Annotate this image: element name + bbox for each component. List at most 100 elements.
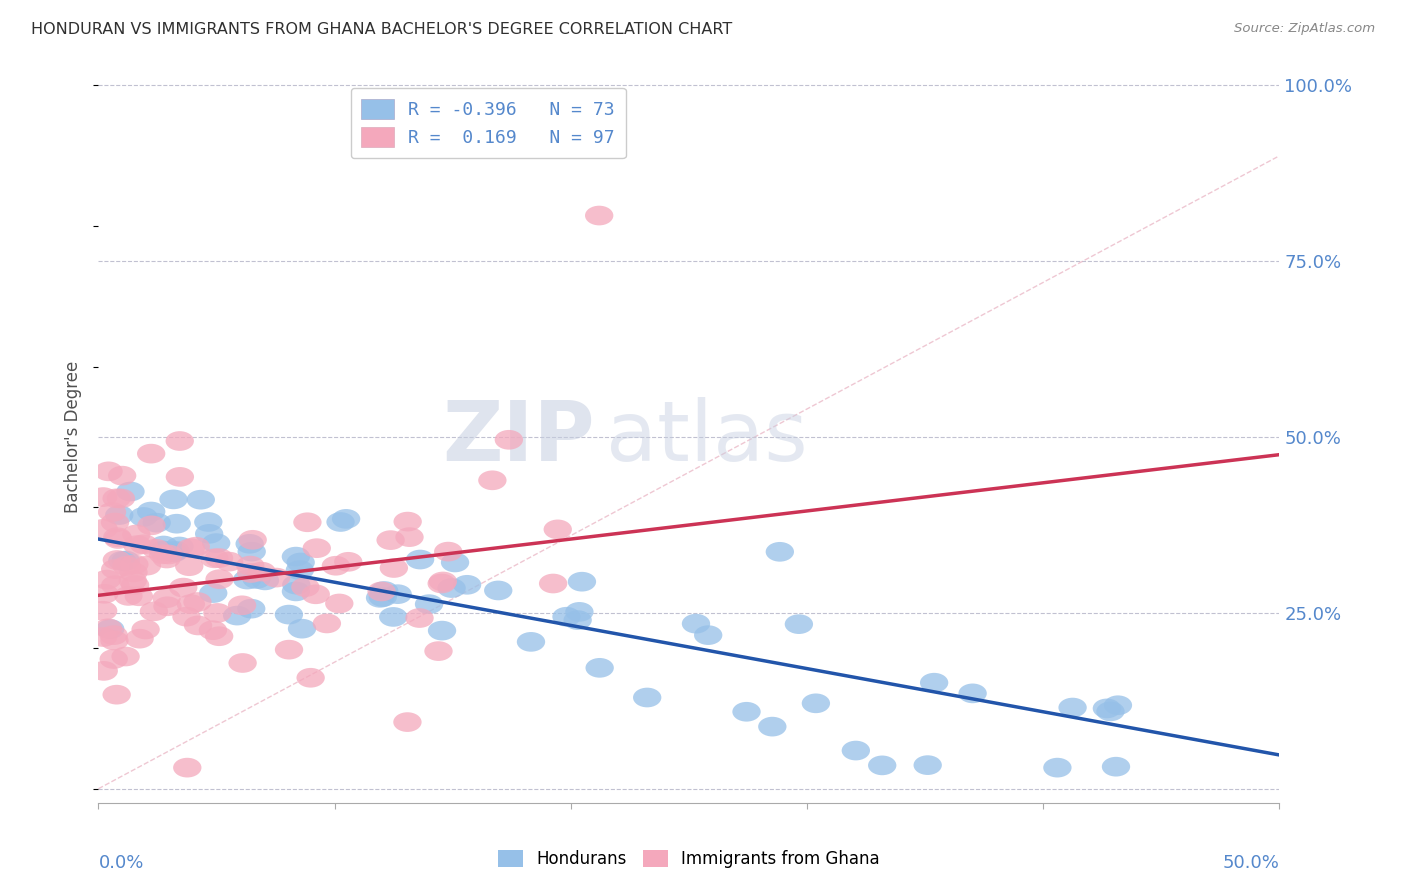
Text: 0.0%: 0.0% bbox=[98, 854, 143, 872]
Ellipse shape bbox=[112, 556, 141, 576]
Ellipse shape bbox=[239, 530, 267, 549]
Ellipse shape bbox=[89, 601, 117, 621]
Ellipse shape bbox=[100, 625, 128, 645]
Ellipse shape bbox=[281, 547, 311, 566]
Ellipse shape bbox=[920, 673, 948, 692]
Ellipse shape bbox=[287, 553, 315, 573]
Ellipse shape bbox=[842, 740, 870, 760]
Ellipse shape bbox=[166, 537, 194, 557]
Ellipse shape bbox=[377, 530, 405, 550]
Ellipse shape bbox=[105, 505, 134, 524]
Ellipse shape bbox=[125, 629, 153, 648]
Ellipse shape bbox=[633, 688, 661, 707]
Ellipse shape bbox=[149, 541, 177, 560]
Ellipse shape bbox=[568, 572, 596, 591]
Ellipse shape bbox=[367, 582, 395, 601]
Y-axis label: Bachelor's Degree: Bachelor's Degree bbox=[65, 361, 83, 513]
Ellipse shape bbox=[758, 717, 786, 737]
Ellipse shape bbox=[90, 661, 118, 681]
Ellipse shape bbox=[90, 519, 118, 539]
Ellipse shape bbox=[495, 430, 523, 450]
Ellipse shape bbox=[117, 482, 145, 501]
Ellipse shape bbox=[125, 586, 153, 607]
Ellipse shape bbox=[228, 653, 257, 673]
Text: HONDURAN VS IMMIGRANTS FROM GHANA BACHELOR'S DEGREE CORRELATION CHART: HONDURAN VS IMMIGRANTS FROM GHANA BACHEL… bbox=[31, 22, 733, 37]
Ellipse shape bbox=[94, 461, 122, 481]
Ellipse shape bbox=[205, 626, 233, 646]
Ellipse shape bbox=[394, 712, 422, 732]
Ellipse shape bbox=[437, 578, 465, 598]
Ellipse shape bbox=[914, 756, 942, 775]
Ellipse shape bbox=[959, 683, 987, 703]
Ellipse shape bbox=[120, 563, 148, 582]
Ellipse shape bbox=[111, 647, 139, 666]
Ellipse shape bbox=[101, 513, 129, 533]
Ellipse shape bbox=[564, 610, 592, 630]
Ellipse shape bbox=[585, 206, 613, 226]
Ellipse shape bbox=[215, 552, 243, 572]
Ellipse shape bbox=[166, 431, 194, 450]
Ellipse shape bbox=[181, 537, 209, 557]
Ellipse shape bbox=[242, 569, 271, 589]
Ellipse shape bbox=[142, 539, 170, 558]
Ellipse shape bbox=[585, 658, 614, 678]
Ellipse shape bbox=[200, 549, 229, 568]
Ellipse shape bbox=[124, 535, 152, 555]
Ellipse shape bbox=[288, 619, 316, 639]
Ellipse shape bbox=[118, 571, 148, 591]
Ellipse shape bbox=[136, 501, 166, 521]
Ellipse shape bbox=[517, 632, 546, 652]
Ellipse shape bbox=[478, 470, 506, 490]
Ellipse shape bbox=[163, 514, 191, 533]
Ellipse shape bbox=[205, 569, 233, 589]
Ellipse shape bbox=[152, 589, 181, 608]
Ellipse shape bbox=[173, 758, 201, 778]
Ellipse shape bbox=[453, 575, 481, 595]
Ellipse shape bbox=[236, 556, 264, 575]
Ellipse shape bbox=[173, 607, 201, 626]
Ellipse shape bbox=[121, 575, 149, 595]
Ellipse shape bbox=[332, 509, 360, 529]
Ellipse shape bbox=[136, 444, 166, 464]
Ellipse shape bbox=[152, 549, 181, 568]
Ellipse shape bbox=[132, 556, 162, 575]
Ellipse shape bbox=[380, 558, 408, 578]
Ellipse shape bbox=[238, 563, 266, 582]
Text: Source: ZipAtlas.com: Source: ZipAtlas.com bbox=[1234, 22, 1375, 36]
Ellipse shape bbox=[183, 592, 212, 612]
Ellipse shape bbox=[1104, 696, 1132, 715]
Ellipse shape bbox=[205, 549, 233, 568]
Ellipse shape bbox=[159, 490, 187, 509]
Ellipse shape bbox=[96, 619, 124, 639]
Ellipse shape bbox=[149, 544, 177, 564]
Ellipse shape bbox=[198, 620, 228, 640]
Ellipse shape bbox=[429, 572, 457, 591]
Ellipse shape bbox=[184, 615, 212, 635]
Ellipse shape bbox=[238, 599, 266, 618]
Ellipse shape bbox=[415, 594, 443, 614]
Ellipse shape bbox=[103, 489, 131, 508]
Ellipse shape bbox=[370, 582, 398, 601]
Ellipse shape bbox=[1102, 756, 1130, 777]
Ellipse shape bbox=[281, 582, 311, 601]
Ellipse shape bbox=[405, 608, 433, 628]
Ellipse shape bbox=[785, 615, 813, 634]
Ellipse shape bbox=[868, 756, 897, 775]
Ellipse shape bbox=[238, 541, 266, 561]
Ellipse shape bbox=[565, 602, 593, 622]
Ellipse shape bbox=[294, 512, 322, 533]
Ellipse shape bbox=[98, 502, 127, 522]
Ellipse shape bbox=[325, 593, 353, 614]
Ellipse shape bbox=[262, 567, 291, 588]
Ellipse shape bbox=[326, 512, 354, 532]
Ellipse shape bbox=[138, 516, 166, 535]
Ellipse shape bbox=[441, 553, 470, 573]
Ellipse shape bbox=[100, 649, 128, 669]
Ellipse shape bbox=[484, 581, 512, 600]
Ellipse shape bbox=[149, 536, 177, 556]
Ellipse shape bbox=[93, 570, 121, 590]
Ellipse shape bbox=[427, 621, 456, 640]
Ellipse shape bbox=[544, 519, 572, 540]
Ellipse shape bbox=[103, 550, 131, 570]
Ellipse shape bbox=[108, 551, 136, 571]
